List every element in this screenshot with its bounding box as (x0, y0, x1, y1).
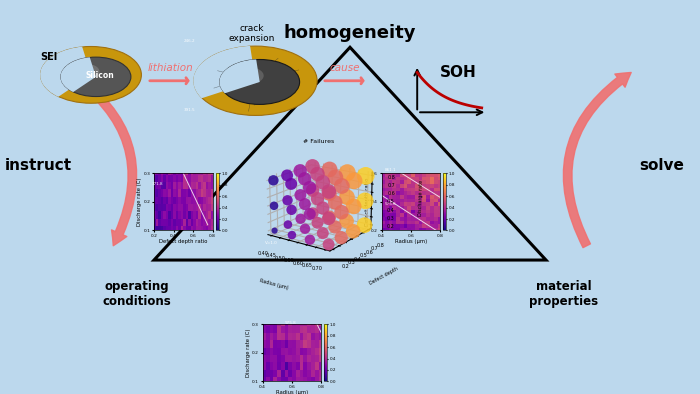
X-axis label: Defect depth ratio: Defect depth ratio (159, 239, 207, 244)
Text: crack
expansion: crack expansion (229, 24, 275, 43)
Circle shape (215, 58, 262, 84)
Text: 371.8: 371.8 (152, 182, 164, 186)
Y-axis label: Discharge rate (C): Discharge rate (C) (246, 329, 251, 377)
Title: # Failures: # Failures (303, 139, 334, 144)
X-axis label: Radius (μm): Radius (μm) (276, 390, 308, 394)
Circle shape (194, 46, 317, 115)
Wedge shape (219, 59, 260, 93)
Text: lithiation: lithiation (147, 63, 193, 73)
Text: 861.1: 861.1 (384, 167, 396, 171)
Text: 391.5: 391.5 (183, 108, 195, 112)
Text: homogeneity: homogeneity (284, 24, 416, 43)
Text: V=1.0: V=1.0 (265, 241, 278, 245)
Circle shape (41, 46, 141, 103)
X-axis label: Radius (μm): Radius (μm) (395, 239, 427, 244)
Circle shape (220, 59, 300, 104)
Text: material
properties: material properties (529, 279, 598, 308)
X-axis label: Radius (μm): Radius (μm) (260, 278, 289, 290)
Circle shape (57, 56, 96, 78)
Y-axis label: Defect depth: Defect depth (368, 266, 399, 286)
Y-axis label: Defect depth ratio: Defect depth ratio (365, 178, 370, 226)
Text: 575.6: 575.6 (384, 202, 396, 206)
Wedge shape (40, 46, 91, 97)
FancyArrowPatch shape (564, 72, 631, 248)
Circle shape (61, 57, 131, 97)
Text: operating
conditions: operating conditions (102, 279, 171, 308)
Text: solve: solve (639, 158, 684, 173)
Text: Silicon: Silicon (85, 71, 114, 80)
Circle shape (73, 64, 99, 79)
Text: SOH: SOH (440, 65, 477, 80)
Circle shape (233, 67, 264, 84)
Wedge shape (61, 57, 96, 92)
FancyArrowPatch shape (66, 69, 136, 246)
Text: cause: cause (329, 63, 360, 73)
Text: instruct: instruct (5, 158, 72, 173)
Y-axis label: Discharge rate (C): Discharge rate (C) (137, 178, 142, 226)
Text: 246.2: 246.2 (183, 39, 195, 43)
Text: SEI: SEI (41, 52, 57, 62)
Text: 975.8: 975.8 (284, 321, 296, 325)
Wedge shape (193, 46, 256, 98)
